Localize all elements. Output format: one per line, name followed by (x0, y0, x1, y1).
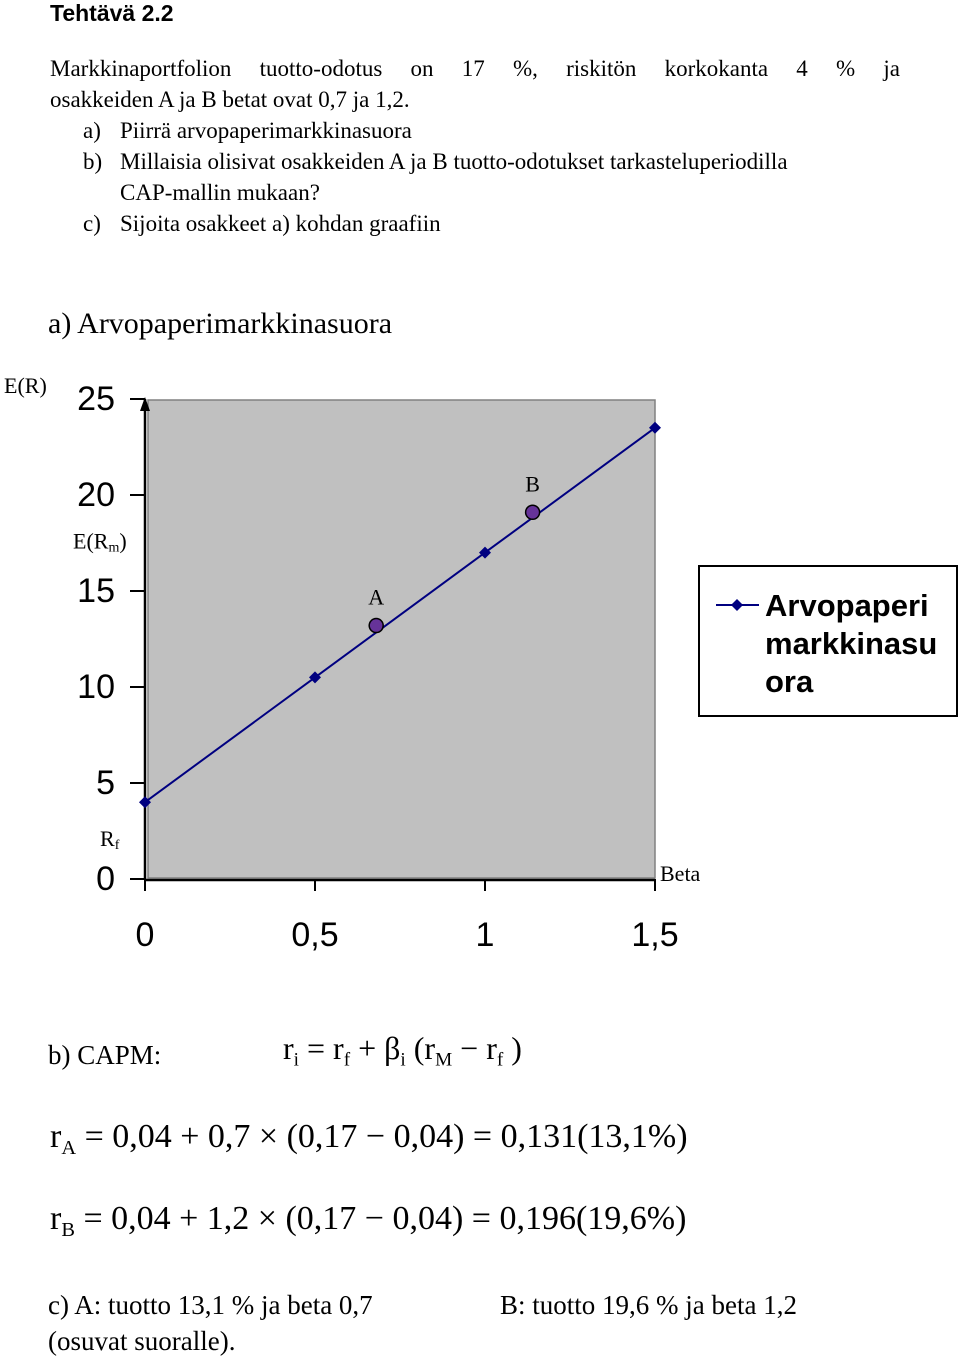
annotation: E(Rm) (73, 529, 127, 556)
y-tick-label: 20 (77, 476, 115, 514)
stock-point (524, 504, 541, 521)
formula-part: r (283, 1030, 294, 1066)
task-marker: b) (83, 149, 103, 174)
page-title: Tehtävä 2.2 (50, 0, 174, 26)
formula-subscript: A (61, 1137, 77, 1160)
formula-part: r (333, 1030, 344, 1066)
formula-subscript: i (293, 1049, 299, 1071)
line-marker (309, 671, 321, 684)
answer-line: B: tuotto 19,6 % ja beta 1,2 (500, 1290, 797, 1320)
task-line: Sijoita osakkeet a) kohdan graafiin (120, 211, 441, 236)
formula-part: (r (405, 1030, 436, 1066)
formula-subscript: f (496, 1049, 504, 1071)
formula-part: − (452, 1030, 487, 1066)
point-label: B (525, 471, 540, 496)
formula-subscript: B (61, 1219, 75, 1242)
task-marker: a) (83, 118, 101, 143)
y-tick-label: 0 (96, 860, 115, 898)
y-axis-label: E(R) (4, 373, 47, 398)
formula-subscript: f (343, 1049, 351, 1071)
task-marker: c) (83, 211, 101, 236)
answer-line: c) A: tuotto 13,1 % ja beta 0,7 (48, 1290, 373, 1320)
formula: rB = 0,04 + 1,2 × (0,17 − 0,04) = 0,196(… (50, 1200, 686, 1242)
annotation-part: f (115, 838, 120, 853)
annotation-part: ) (119, 529, 126, 554)
y-tick-label: 25 (77, 380, 115, 418)
formula-part: r (486, 1030, 497, 1066)
capm-label: b) CAPM: (48, 1040, 162, 1070)
legend-swatch (716, 599, 759, 611)
annotation-part: m (108, 541, 119, 556)
x-tick-label: 0,5 (291, 916, 338, 954)
x-tick-label: 1 (476, 916, 495, 954)
line-marker (479, 546, 491, 559)
formula-subscript: M (435, 1049, 453, 1071)
task-line: CAP-mallin mukaan? (120, 180, 320, 205)
task-line: Piirrä arvopaperimarkkinasuora (120, 118, 412, 143)
formula-part: β (384, 1030, 401, 1066)
stock-point (368, 617, 384, 634)
x-tick-label: 1,5 (631, 916, 678, 954)
line-marker (139, 796, 151, 809)
formula-part: = 0,04 + 1,2 × (0,17 − 0,04) = 0,196(19,… (74, 1200, 687, 1237)
formula: ri = rf + βi (rM − rf ) (283, 1030, 522, 1072)
formula-part: r (50, 1118, 62, 1155)
annotation-part: R (100, 826, 115, 851)
series-line (144, 426, 656, 804)
legend: Arvopaperimarkkinasuora (698, 565, 958, 717)
formula-part: + (350, 1030, 385, 1066)
formula: rA = 0,04 + 0,7 × (0,17 − 0,04) = 0,131(… (50, 1118, 688, 1160)
formula-part: r (50, 1200, 62, 1237)
intro-line: Markkinaportfolion tuotto-odotus on 17 %… (50, 56, 900, 81)
plot-area (147, 399, 656, 879)
chart: a) Arvopaperimarkkinasuora E(R) Beta 0 5 1… (4, 307, 701, 954)
legend-label: Arvopaperimarkkinasuora (765, 588, 938, 699)
x-tick-label: 0 (136, 916, 155, 954)
legend-marker (731, 599, 743, 611)
formula-part: = (299, 1030, 334, 1066)
chart-title: a) Arvopaperimarkkinasuora (48, 307, 392, 340)
annotation: Rf (100, 826, 120, 853)
y-tick-label: 15 (77, 572, 115, 610)
formula-part: ) (503, 1030, 522, 1066)
y-tick-label: 10 (77, 668, 115, 706)
x-axis-label: Beta (660, 861, 701, 886)
formula-part: = 0,04 + 0,7 × (0,17 − 0,04) = 0,131(13,… (76, 1118, 688, 1155)
formula-subscript: i (400, 1049, 406, 1071)
y-axis-arrow (140, 397, 150, 411)
task-line: Millaisia olisivat osakkeiden A ja B tuo… (120, 149, 788, 174)
intro-line: osakkeiden A ja B betat ovat 0,7 ja 1,2. (50, 87, 410, 112)
answer-line: (osuvat suoralle). (48, 1326, 236, 1356)
line-marker (649, 421, 661, 434)
point-label: A (368, 585, 384, 610)
annotation-part: E(R (73, 529, 109, 554)
y-tick-label: 5 (96, 764, 115, 802)
